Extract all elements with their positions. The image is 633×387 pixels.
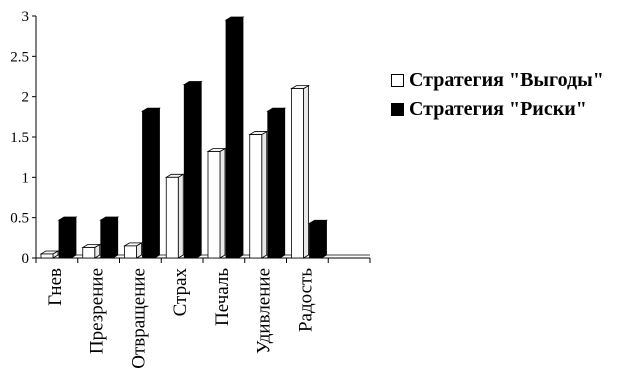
legend-label-benefits: Стратегия "Выгоды" — [409, 69, 604, 91]
legend: Стратегия "Выгоды" Стратегия "Риски" — [391, 66, 631, 124]
x-tick-label: Радость — [295, 268, 316, 332]
legend-label-risks: Стратегия "Риски" — [409, 98, 587, 120]
bar — [58, 219, 72, 259]
x-tick-label: Презрение — [87, 268, 108, 354]
legend-swatch-benefits — [391, 74, 404, 87]
legend-swatch-risks — [391, 103, 404, 116]
y-tick-label: 0 — [22, 251, 30, 267]
bar — [249, 134, 263, 259]
x-tick-label: Страх — [170, 268, 191, 317]
bar-side — [279, 107, 286, 259]
y-tick-label: 3 — [22, 9, 30, 25]
bar — [207, 151, 221, 259]
bar — [309, 222, 322, 259]
bar — [82, 247, 96, 259]
y-tick-label: 1.5 — [10, 130, 29, 146]
y-tick-label: 2.5 — [10, 49, 29, 65]
bar-side — [303, 84, 309, 259]
bar-side — [195, 80, 202, 259]
bar — [40, 253, 54, 259]
bar — [183, 84, 197, 259]
bar — [100, 219, 114, 259]
bar-side — [70, 216, 77, 259]
bar — [291, 88, 304, 259]
legend-item-benefits: Стратегия "Выгоды" — [391, 66, 631, 95]
bar-side — [261, 130, 268, 259]
y-tick-label: 1 — [22, 170, 30, 186]
x-tick-label: Удивление — [254, 268, 275, 354]
x-tick-label: Гнев — [45, 268, 66, 306]
bar-side — [321, 219, 327, 259]
bar-side — [237, 16, 244, 259]
legend-item-risks: Стратегия "Риски" — [391, 95, 631, 124]
bar — [142, 110, 155, 259]
bar — [267, 110, 281, 259]
bar-side — [177, 173, 184, 259]
bar-side — [112, 216, 119, 259]
bar-side — [219, 147, 226, 259]
y-tick-label: 2 — [22, 90, 30, 106]
bar — [165, 176, 179, 259]
x-tick-label: Отвращение — [128, 268, 149, 369]
bar — [225, 19, 239, 259]
bar — [124, 245, 137, 259]
x-tick-label: Печаль — [212, 268, 233, 326]
bar-side — [154, 107, 160, 259]
y-tick-label: 0.5 — [10, 211, 29, 227]
